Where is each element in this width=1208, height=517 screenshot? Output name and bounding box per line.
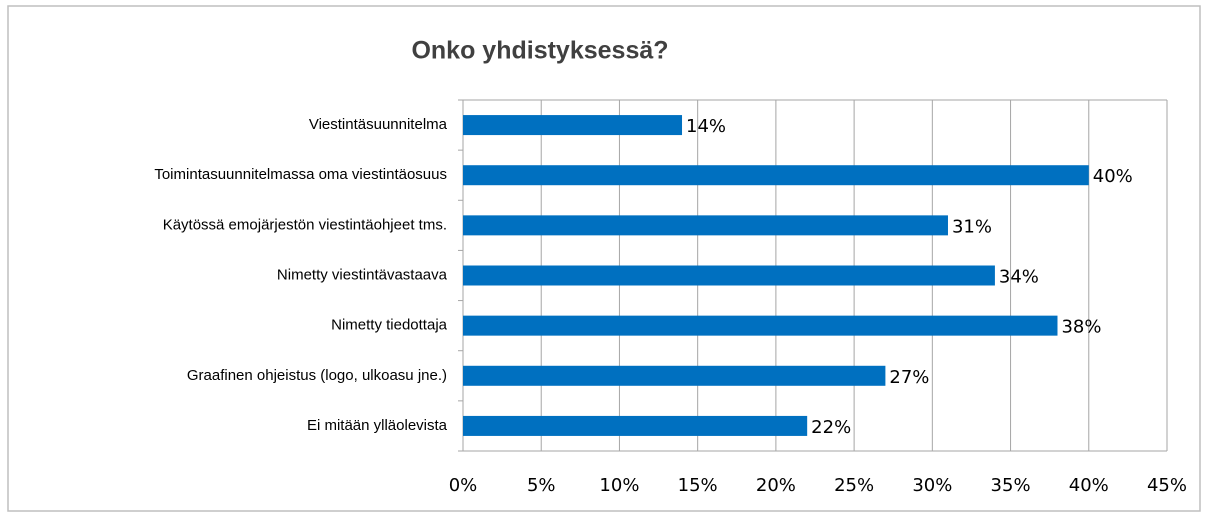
x-tick-label: 10% [599, 475, 639, 496]
value-label: 14% [686, 116, 726, 137]
value-label: 34% [999, 267, 1039, 288]
y-tick-label: Graafinen ohjeistus (logo, ulkoasu jne.) [187, 367, 447, 384]
value-label: 40% [1093, 166, 1133, 187]
x-tick-label: 20% [756, 475, 796, 496]
bar [463, 415, 808, 436]
value-label: 22% [811, 417, 851, 438]
x-tick-label: 35% [991, 475, 1031, 496]
x-tick-label: 0% [449, 475, 478, 496]
chart-title: Onko yhdistyksessä? [411, 37, 668, 65]
y-tick-label: Käytössä emojärjestön viestintäohjeet tm… [163, 216, 447, 233]
bar [463, 315, 1058, 336]
x-tick-label: 40% [1069, 475, 1109, 496]
y-tick-label: Nimetty tiedottaja [331, 317, 448, 334]
x-tick-label: 5% [527, 475, 556, 496]
value-label: 27% [889, 367, 929, 388]
y-tick-label: Nimetty viestintävastaava [277, 266, 448, 283]
x-tick-label: 45% [1147, 475, 1187, 496]
y-tick-label: Viestintäsuunnitelma [309, 116, 448, 133]
bar [463, 265, 995, 286]
y-tick-label: Ei mitään ylläolevista [307, 417, 448, 434]
bar [463, 165, 1089, 186]
x-tick-label: 30% [912, 475, 952, 496]
value-label: 38% [1061, 317, 1101, 338]
bar [463, 115, 683, 136]
bar [463, 365, 886, 386]
value-label: 31% [952, 216, 992, 237]
x-tick-label: 15% [678, 475, 718, 496]
x-tick-label: 25% [834, 475, 874, 496]
y-tick-label: Toimintasuunnitelmassa oma viestintäosuu… [154, 166, 447, 183]
bar [463, 215, 948, 236]
